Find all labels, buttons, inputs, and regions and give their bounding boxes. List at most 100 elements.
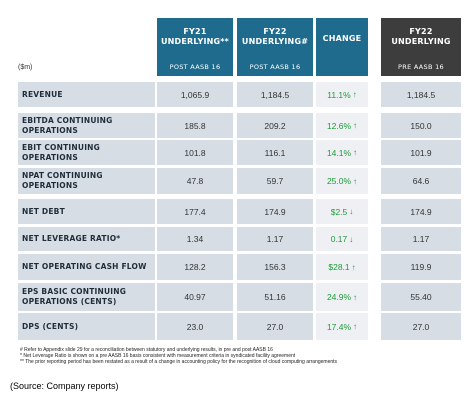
row-label-text: NET OPERATING CASH FLOW <box>22 262 147 271</box>
footnotes: # Refer to Appendix slide 29 for a recon… <box>20 347 460 366</box>
header-fy22-sub: POST AASB 16 <box>249 63 301 71</box>
row-0-fy22-cell: 1,184.5 <box>237 82 313 107</box>
arrow-down-icon: ↓ <box>349 207 354 216</box>
header-fy21-title: FY21 UNDERLYING** <box>160 27 230 46</box>
value-fy22: 1,184.5 <box>260 89 290 100</box>
row-7-label-cell: EPS BASIC CONTINUING OPERATIONS (CENTS) <box>18 283 155 311</box>
row-1-pre-cell: 150.0 <box>381 113 461 138</box>
unit-label: ($m) <box>18 64 33 71</box>
arrow-down-icon: ↓ <box>349 234 354 244</box>
header-fy21: FY21 UNDERLYING** POST AASB 16 <box>157 18 233 76</box>
value-fy21: 40.97 <box>184 292 206 302</box>
row-5-pre-cell: 1.17 <box>381 227 461 251</box>
row-3-fy22-cell: 59.7 <box>237 168 313 194</box>
row-6-fy22-cell: 156.3 <box>237 254 313 280</box>
value-fy21: 177.4 <box>184 206 206 217</box>
value-fy21: 47.8 <box>186 176 204 186</box>
header-fy21-sub: POST AASB 16 <box>169 63 221 71</box>
value-fy22: 156.3 <box>264 262 286 272</box>
change-value: $28.1 <box>328 262 350 272</box>
header-fy22-pre: FY22 UNDERLYING PRE AASB 16 <box>381 18 461 76</box>
change-value: 12.6% <box>326 120 352 131</box>
change-value: 0.17 <box>330 234 348 244</box>
row-1-fy22-cell: 209.2 <box>237 113 313 138</box>
row-6-label-cell: NET OPERATING CASH FLOW <box>18 254 155 280</box>
row-4-change-cell: $2.5 ↓ <box>316 199 368 224</box>
row-0-pre-cell: 1,184.5 <box>381 82 461 107</box>
change-value: 25.0% <box>326 176 352 186</box>
row-8-fy21-cell: 23.0 <box>157 313 233 340</box>
row-label-text: REVENUE <box>22 89 63 99</box>
source-caption: (Source: Company reports) <box>10 381 119 391</box>
row-6-change-cell: $28.1 ↑ <box>316 254 368 280</box>
row-4-fy22-cell: 174.9 <box>237 199 313 224</box>
change-value: 17.4% <box>326 321 352 332</box>
value-pre: 64.6 <box>412 176 430 186</box>
row-4-fy21-cell: 177.4 <box>157 199 233 224</box>
row-2-fy21-cell: 101.8 <box>157 140 233 165</box>
header-fy22-pre-title: FY22 UNDERLYING <box>391 27 451 46</box>
value-fy22: 174.9 <box>264 206 286 217</box>
value-fy21: 128.2 <box>184 262 206 272</box>
change-value: 24.9% <box>326 292 352 302</box>
row-7-change-cell: 24.9% ↑ <box>316 283 368 311</box>
header-fy22-pre-sub: PRE AASB 16 <box>398 63 444 71</box>
row-3-change-cell: 25.0% ↑ <box>316 168 368 194</box>
row-label-text: NPAT CONTINUING OPERATIONS <box>22 171 103 190</box>
row-label-text: EPS BASIC CONTINUING OPERATIONS (CENTS) <box>22 287 127 306</box>
value-fy21: 1,065.9 <box>180 89 210 100</box>
row-8-label-cell: DPS (CENTS) <box>18 313 155 340</box>
value-fy21: 101.8 <box>184 147 206 158</box>
row-7-pre-cell: 55.40 <box>381 283 461 311</box>
row-1-label-cell: EBITDA CONTINUING OPERATIONS <box>18 113 155 138</box>
row-0-fy21-cell: 1,065.9 <box>157 82 233 107</box>
value-pre: 174.9 <box>410 206 432 217</box>
value-fy22: 59.7 <box>266 176 284 186</box>
row-5-fy22-cell: 1.17 <box>237 227 313 251</box>
row-7-fy22-cell: 51.16 <box>237 283 313 311</box>
footnote-2: * Net Leverage Ratio is shown on a pre A… <box>20 353 296 360</box>
row-label-text: EBITDA CONTINUING OPERATIONS <box>22 115 113 135</box>
row-0-label-cell: REVENUE <box>18 82 155 107</box>
row-5-fy21-cell: 1.34 <box>157 227 233 251</box>
change-value: 11.1% <box>327 89 351 100</box>
row-label-text: DPS (CENTS) <box>22 321 79 331</box>
value-fy22: 51.16 <box>264 292 286 302</box>
row-2-pre-cell: 101.9 <box>381 140 461 165</box>
row-8-pre-cell: 27.0 <box>381 313 461 340</box>
row-3-label-cell: NPAT CONTINUING OPERATIONS <box>18 168 155 194</box>
row-3-fy21-cell: 47.8 <box>157 168 233 194</box>
header-fy22-title: FY22 UNDERLYING# <box>241 27 309 46</box>
row-8-change-cell: 17.4% ↑ <box>316 313 368 340</box>
value-pre: 27.0 <box>412 321 430 332</box>
header-change: CHANGE <box>316 18 368 76</box>
value-pre: 150.0 <box>410 120 432 131</box>
header-fy22: FY22 UNDERLYING# POST AASB 16 <box>237 18 313 76</box>
row-5-change-cell: 0.17 ↓ <box>316 227 368 251</box>
value-pre: 1,184.5 <box>406 89 436 100</box>
row-2-fy22-cell: 116.1 <box>237 140 313 165</box>
value-pre: 119.9 <box>410 262 432 272</box>
change-value: $2.5 <box>330 206 348 217</box>
value-pre: 55.40 <box>410 292 432 302</box>
change-value: 14.1% <box>326 147 352 158</box>
arrow-up-icon: ↑ <box>353 322 358 331</box>
row-5-label-cell: NET LEVERAGE RATIO* <box>18 227 155 251</box>
value-fy22: 1.17 <box>266 234 284 244</box>
row-6-pre-cell: 119.9 <box>381 254 461 280</box>
value-pre: 101.9 <box>410 147 432 158</box>
row-label-text: NET DEBT <box>22 206 65 216</box>
row-0-change-cell: 11.1% ↑ <box>316 82 368 107</box>
value-fy21: 1.34 <box>186 234 204 244</box>
row-1-fy21-cell: 185.8 <box>157 113 233 138</box>
row-label-text: EBIT CONTINUING OPERATIONS <box>22 142 101 162</box>
value-fy21: 23.0 <box>186 321 204 332</box>
value-fy22: 116.1 <box>264 147 286 158</box>
arrow-up-icon: ↑ <box>353 148 358 157</box>
row-label-text: NET LEVERAGE RATIO* <box>22 234 121 243</box>
row-4-label-cell: NET DEBT <box>18 199 155 224</box>
arrow-up-icon: ↑ <box>351 262 356 272</box>
value-fy21: 185.8 <box>184 120 206 131</box>
arrow-up-icon: ↑ <box>353 121 358 130</box>
arrow-up-icon: ↑ <box>353 292 358 302</box>
